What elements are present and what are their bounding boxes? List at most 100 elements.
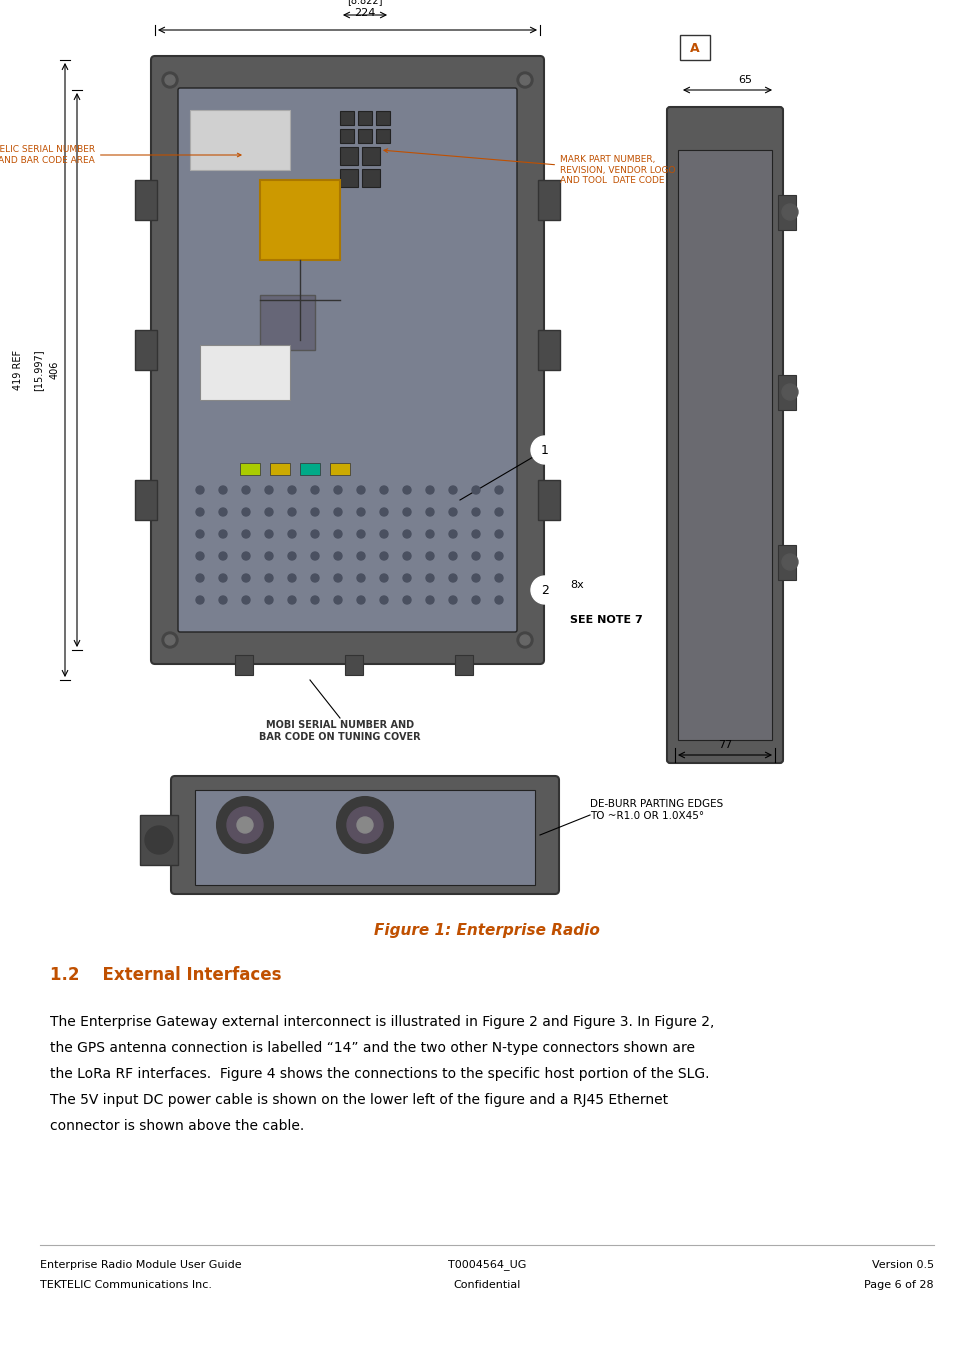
Circle shape xyxy=(196,487,204,493)
Circle shape xyxy=(357,487,365,493)
Bar xyxy=(340,129,354,143)
Circle shape xyxy=(334,596,342,604)
Circle shape xyxy=(449,574,457,582)
Text: LoRa 1: LoRa 1 xyxy=(228,800,262,810)
Text: 406: 406 xyxy=(50,361,60,379)
Circle shape xyxy=(288,552,296,560)
Circle shape xyxy=(357,596,365,604)
Text: 1: 1 xyxy=(542,443,549,457)
Bar xyxy=(778,545,796,581)
Bar xyxy=(538,180,560,219)
Circle shape xyxy=(449,487,457,493)
Text: Confidential: Confidential xyxy=(453,1280,521,1289)
Circle shape xyxy=(288,574,296,582)
Bar xyxy=(270,463,290,474)
Circle shape xyxy=(242,530,250,538)
Text: Enterprise Radio Module User Guide: Enterprise Radio Module User Guide xyxy=(40,1259,242,1270)
Circle shape xyxy=(472,487,480,493)
Circle shape xyxy=(357,530,365,538)
FancyBboxPatch shape xyxy=(667,108,783,763)
Bar xyxy=(300,463,320,474)
Circle shape xyxy=(196,574,204,582)
Circle shape xyxy=(380,596,388,604)
Circle shape xyxy=(288,596,296,604)
Circle shape xyxy=(357,816,373,833)
Text: DE-BURR PARTING EDGES
TO ~R1.0 OR 1.0X45°: DE-BURR PARTING EDGES TO ~R1.0 OR 1.0X45… xyxy=(590,799,724,821)
Circle shape xyxy=(242,596,250,604)
Circle shape xyxy=(403,530,411,538)
Circle shape xyxy=(357,508,365,517)
Text: A: A xyxy=(691,41,699,55)
Bar xyxy=(358,129,372,143)
Text: 1.2    External Interfaces: 1.2 External Interfaces xyxy=(50,966,281,984)
Text: the LoRa RF interfaces.  Figure 4 shows the connections to the specific host por: the LoRa RF interfaces. Figure 4 shows t… xyxy=(50,1067,709,1081)
FancyBboxPatch shape xyxy=(171,776,559,894)
Circle shape xyxy=(495,487,503,493)
Bar xyxy=(362,147,380,165)
Circle shape xyxy=(517,72,533,89)
Circle shape xyxy=(403,552,411,560)
Circle shape xyxy=(288,530,296,538)
Bar xyxy=(778,195,796,230)
Circle shape xyxy=(334,552,342,560)
Circle shape xyxy=(265,574,273,582)
Circle shape xyxy=(162,72,178,89)
Circle shape xyxy=(311,508,319,517)
Circle shape xyxy=(196,552,204,560)
Circle shape xyxy=(380,574,388,582)
Bar xyxy=(235,656,253,675)
Circle shape xyxy=(357,574,365,582)
Bar xyxy=(340,110,354,125)
Circle shape xyxy=(380,552,388,560)
Text: The 5V input DC power cable is shown on the lower left of the figure and a RJ45 : The 5V input DC power cable is shown on … xyxy=(50,1093,668,1107)
Text: 77: 77 xyxy=(718,740,732,750)
Circle shape xyxy=(145,826,173,855)
Bar xyxy=(678,150,772,740)
Text: TEKTELIC SERIAL NUMBER
AND BAR CODE AREA: TEKTELIC SERIAL NUMBER AND BAR CODE AREA xyxy=(0,146,241,165)
Bar xyxy=(340,169,358,187)
Circle shape xyxy=(288,487,296,493)
Circle shape xyxy=(426,552,434,560)
Bar xyxy=(778,375,796,410)
Circle shape xyxy=(162,632,178,647)
Circle shape xyxy=(227,807,263,842)
Circle shape xyxy=(380,508,388,517)
Circle shape xyxy=(782,204,798,219)
Circle shape xyxy=(196,508,204,517)
Circle shape xyxy=(531,577,559,604)
Circle shape xyxy=(265,508,273,517)
Text: 2: 2 xyxy=(542,583,549,597)
Circle shape xyxy=(347,807,383,842)
Bar xyxy=(358,110,372,125)
Text: 65: 65 xyxy=(738,75,752,85)
Circle shape xyxy=(242,574,250,582)
Bar xyxy=(240,463,260,474)
Circle shape xyxy=(426,508,434,517)
Circle shape xyxy=(311,530,319,538)
Bar xyxy=(376,129,390,143)
Circle shape xyxy=(426,574,434,582)
Circle shape xyxy=(265,530,273,538)
Bar xyxy=(330,463,350,474)
Circle shape xyxy=(196,530,204,538)
Circle shape xyxy=(449,508,457,517)
Circle shape xyxy=(334,574,342,582)
Circle shape xyxy=(380,530,388,538)
Text: Version 0.5: Version 0.5 xyxy=(872,1259,934,1270)
Circle shape xyxy=(311,596,319,604)
Circle shape xyxy=(334,508,342,517)
Circle shape xyxy=(219,574,227,582)
Circle shape xyxy=(165,75,175,85)
Bar xyxy=(190,110,290,170)
Circle shape xyxy=(403,508,411,517)
Circle shape xyxy=(357,552,365,560)
Circle shape xyxy=(403,487,411,493)
Circle shape xyxy=(517,632,533,647)
Text: Page 6 of 28: Page 6 of 28 xyxy=(864,1280,934,1289)
Bar xyxy=(195,791,535,885)
Circle shape xyxy=(242,552,250,560)
Text: [8.822]: [8.822] xyxy=(348,0,383,5)
Circle shape xyxy=(311,552,319,560)
Circle shape xyxy=(520,635,530,645)
Bar xyxy=(340,147,358,165)
